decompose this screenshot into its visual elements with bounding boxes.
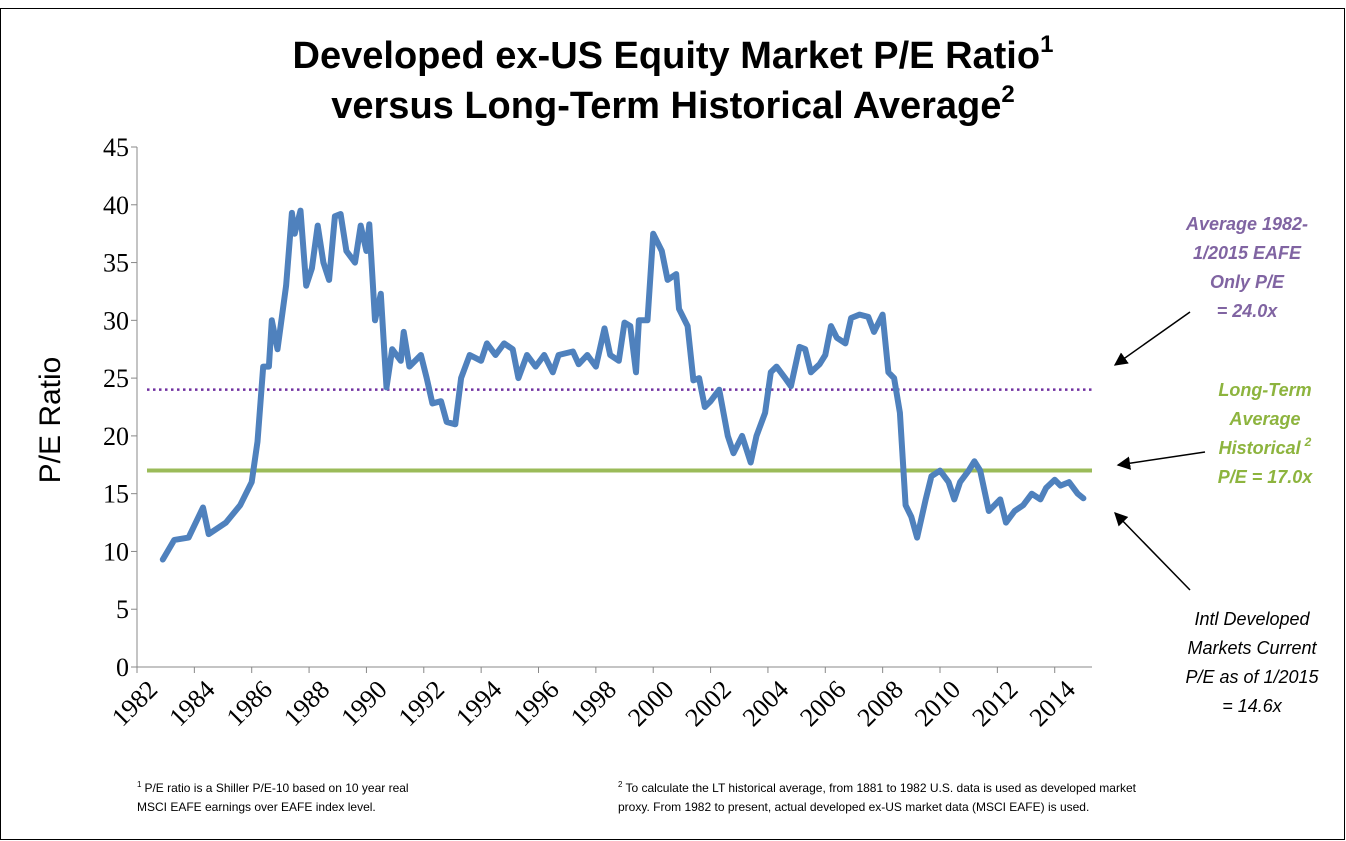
annotation: P/E = 17.0x (1218, 467, 1314, 487)
annotation: P/E as of 1/2015 (1185, 667, 1319, 687)
title-sup: 1 (1040, 31, 1053, 58)
y-tick-label: 45 (103, 133, 129, 162)
annotation: Only P/E (1210, 272, 1285, 292)
title-line: versus Long-Term Historical Average (331, 85, 1001, 127)
title-line: Developed ex-US Equity Market P/E Ratio (293, 35, 1041, 77)
chart-title: versus Long-Term Historical Average2 (331, 81, 1015, 127)
annotation-line: Only P/E (1210, 272, 1285, 292)
footnote-text: proxy. From 1982 to present, actual deve… (618, 800, 1089, 814)
footnote-text: To calculate the LT historical average, … (625, 781, 1136, 795)
y-axis-label: P/E Ratio (34, 357, 67, 484)
y-tick-label: 20 (103, 422, 129, 451)
annotation: = 14.6x (1222, 696, 1283, 716)
y-tick-label: 0 (116, 653, 129, 682)
footnote: proxy. From 1982 to present, actual deve… (618, 800, 1089, 814)
y-tick-label: 25 (103, 364, 129, 393)
y-tick-label: 35 (103, 249, 129, 278)
footnote: 2 To calculate the LT historical average,… (618, 780, 1137, 795)
y-tick-label: 15 (103, 480, 129, 509)
y-tick-label: 40 (103, 191, 129, 220)
arrow (1116, 451, 1206, 470)
annotation-line: Historical (1219, 438, 1302, 458)
annotation: Long-Term (1218, 380, 1311, 400)
annotation: = 24.0x (1217, 301, 1279, 321)
annotation: Historical 2 (1219, 435, 1312, 458)
annotation-line: Average 1982- (1185, 214, 1308, 234)
chart-title: Developed ex-US Equity Market P/E Ratio1 (293, 31, 1054, 77)
y-tick-label: 5 (116, 595, 129, 624)
annotation-sup: 2 (1304, 435, 1312, 449)
footnote-mark: 1 (137, 780, 142, 789)
annotation-line: Long-Term (1218, 380, 1311, 400)
arrow (1113, 311, 1191, 366)
frame (0, 8, 1345, 840)
title-sup: 2 (1001, 81, 1014, 108)
annotation-line: 1/2015 EAFE (1193, 243, 1302, 263)
annotation: 1/2015 EAFE (1193, 243, 1302, 263)
arrow (1114, 512, 1191, 591)
annotation: Intl Developed (1194, 609, 1310, 629)
footnote-mark: 2 (618, 780, 623, 789)
footnote: 1 P/E ratio is a Shiller P/E-10 based on … (137, 780, 409, 795)
y-tick-label: 30 (103, 306, 129, 335)
y-tick-label: 10 (103, 537, 129, 566)
annotation-line: = 24.0x (1217, 301, 1279, 321)
annotation: Markets Current (1187, 638, 1317, 658)
annotation: Average 1982- (1185, 214, 1308, 234)
annotation-line: Average (1228, 409, 1300, 429)
data-line (159, 207, 1087, 563)
footnote-text: P/E ratio is a Shiller P/E-10 based on 1… (144, 781, 408, 795)
annotation-line: P/E = 17.0x (1218, 467, 1314, 487)
footnote: MSCI EAFE earnings over EAFE index level… (137, 800, 376, 814)
footnote-text: MSCI EAFE earnings over EAFE index level… (137, 800, 376, 814)
annotation: Average (1228, 409, 1300, 429)
